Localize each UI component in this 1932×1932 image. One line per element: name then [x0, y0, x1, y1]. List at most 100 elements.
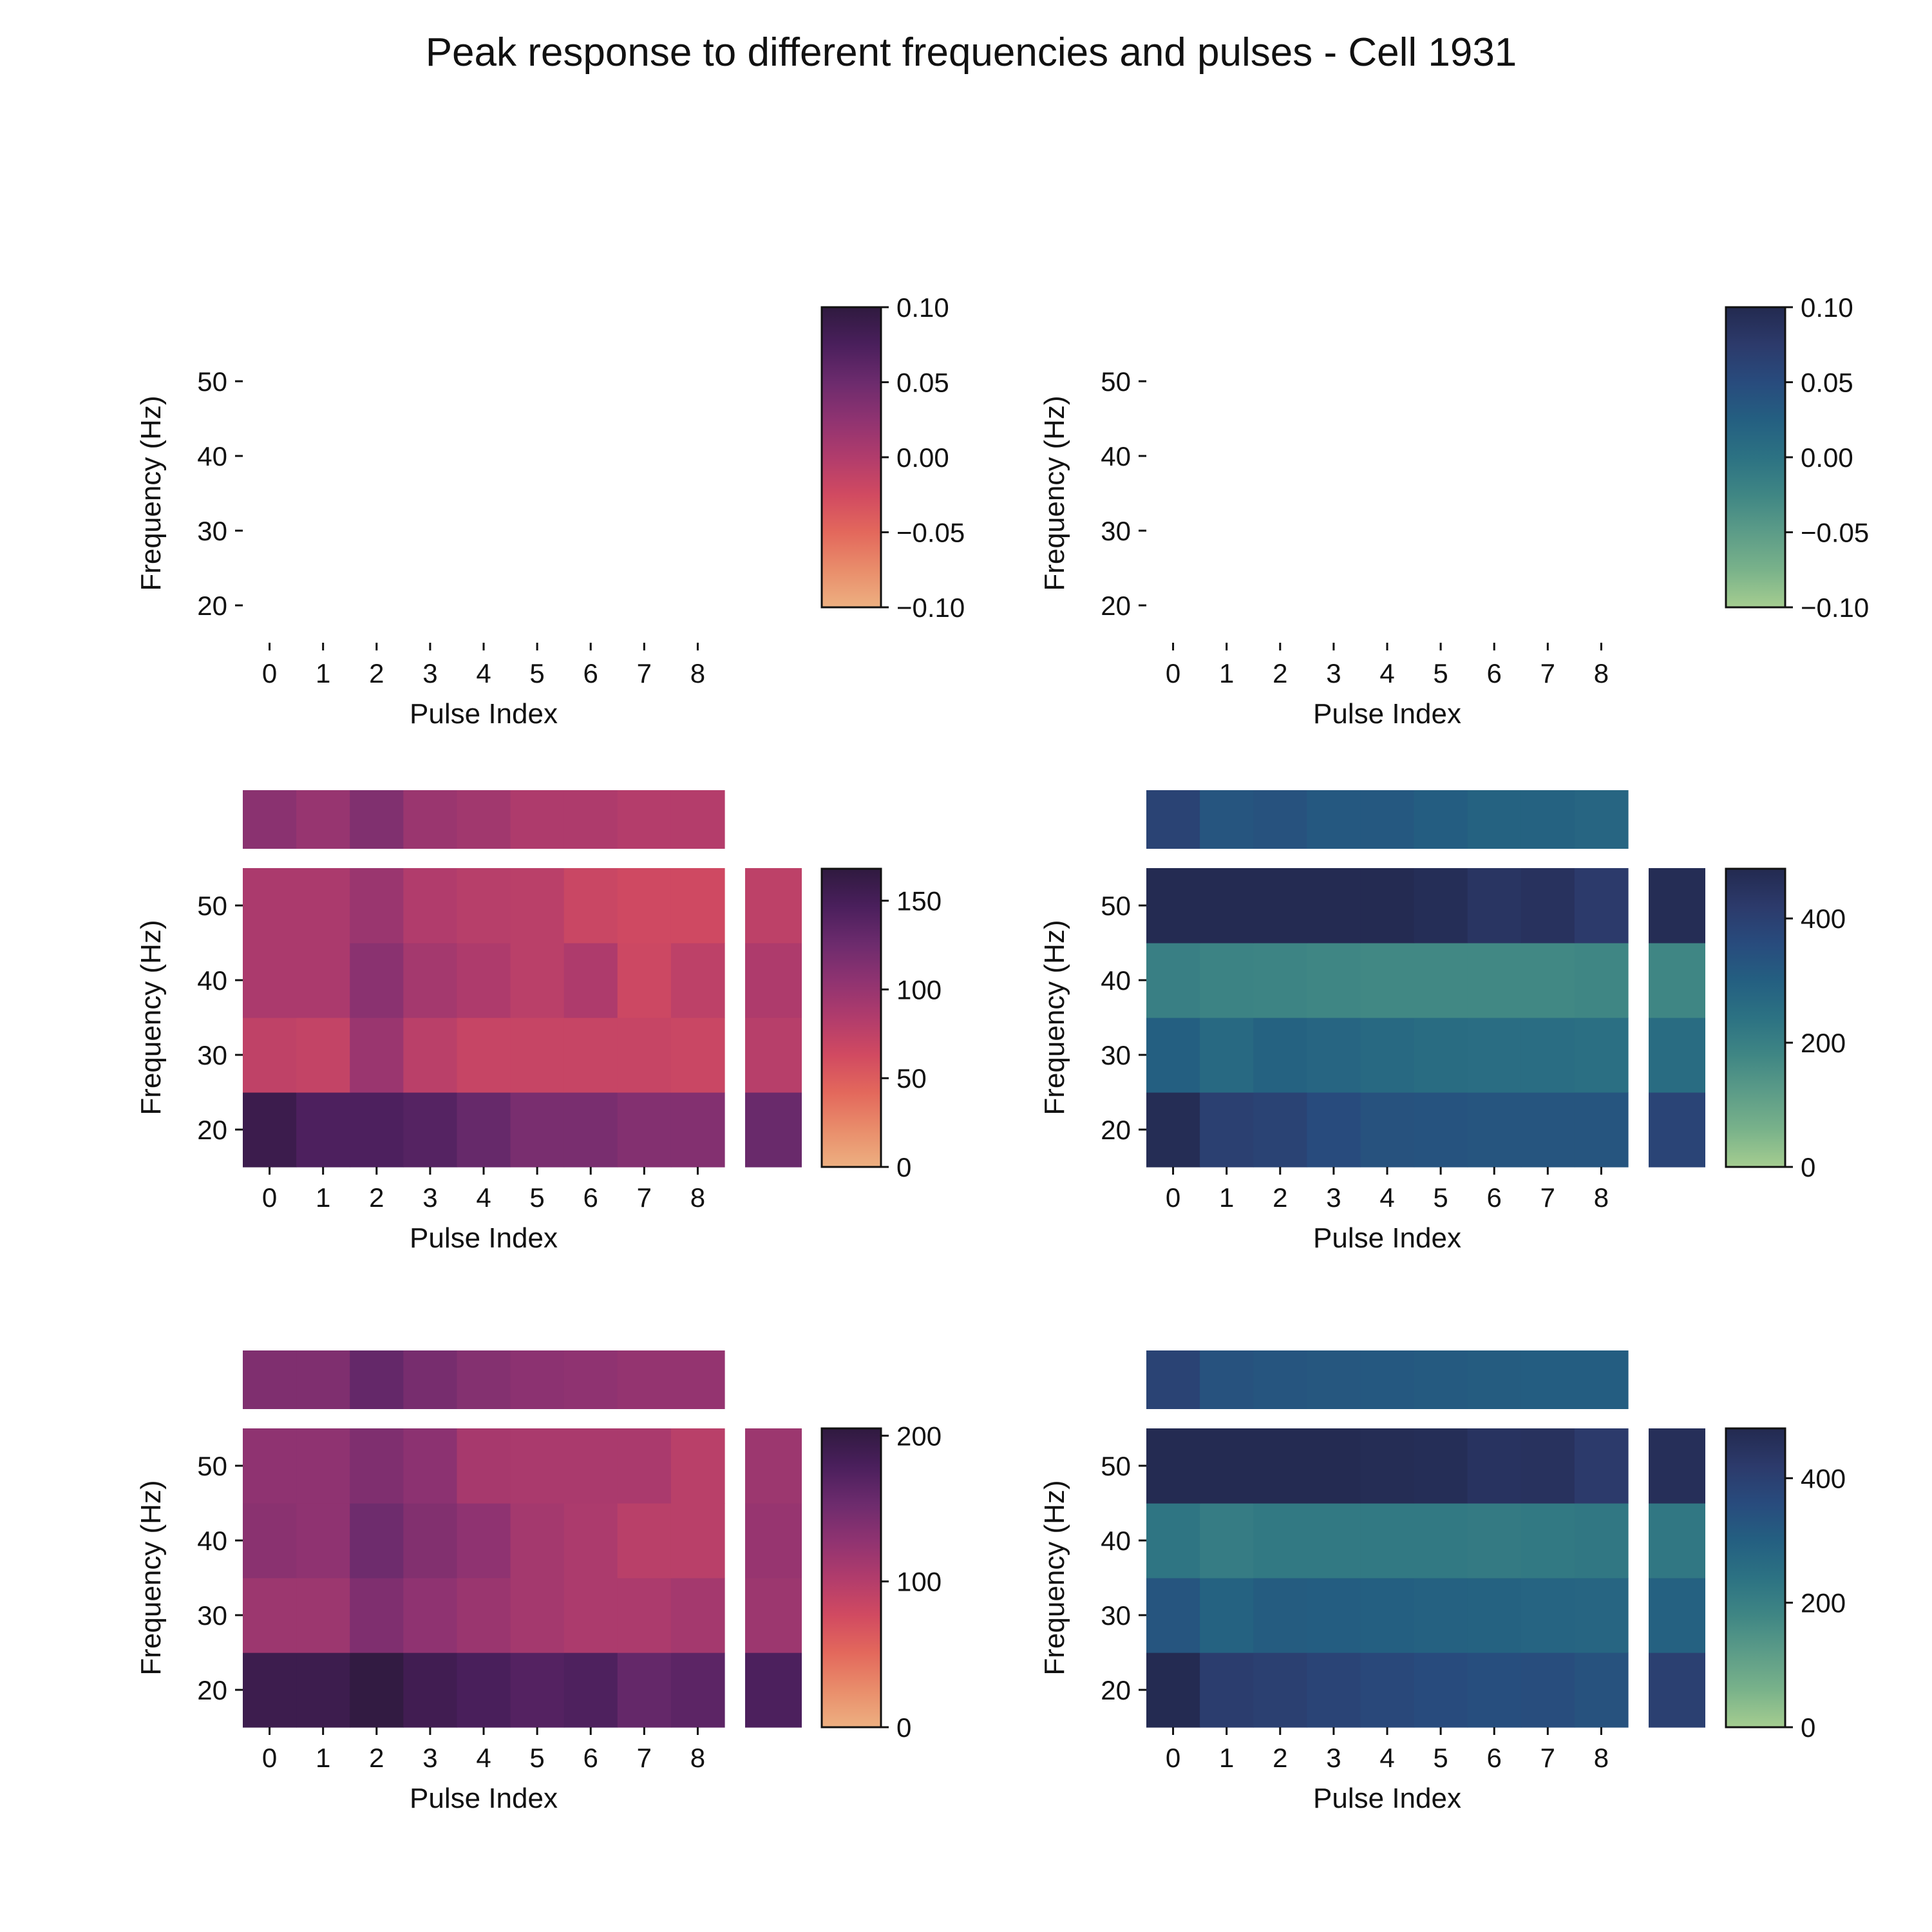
colorbar-tick-label: 50 — [896, 1063, 927, 1094]
x-tick-label: 1 — [316, 1743, 330, 1773]
y-tick-label: 50 — [1101, 1451, 1131, 1481]
heatmap-cell — [403, 1092, 458, 1168]
heatmap-cell — [1200, 943, 1254, 1018]
heatmap-cell — [243, 1653, 297, 1728]
heatmap-panel-2: 0 1 2 3 4 5 6 7 8 20 30 40 50 Pulse Index Frequency (H… — [1039, 292, 1869, 730]
colorbar-tick-label: 0.10 — [896, 292, 949, 323]
y-tick-label: 40 — [1101, 965, 1131, 996]
x-tick-label: 4 — [1379, 658, 1394, 688]
x-tick-label: 0 — [1166, 1182, 1180, 1213]
colorbar — [820, 867, 882, 1168]
heatmap-cell — [1146, 1578, 1200, 1653]
heatmap-cell — [296, 1653, 350, 1728]
x-tick-label: 7 — [1540, 1743, 1555, 1773]
colorbar-tick-label: −0.10 — [896, 592, 965, 623]
marginal-top-cell — [1574, 1350, 1629, 1409]
y-tick-label: 30 — [1101, 1040, 1131, 1070]
x-tick-label: 4 — [1379, 1743, 1394, 1773]
heatmap-cell — [1200, 1653, 1254, 1728]
heatmap-cell — [403, 1503, 458, 1578]
heatmap-cell — [1414, 1578, 1468, 1653]
heatmap-cell — [457, 1578, 511, 1653]
heatmap-cell — [1200, 1503, 1254, 1578]
marginal-top-cell — [564, 1350, 618, 1409]
x-tick-label: 8 — [690, 658, 705, 688]
x-axis-label: Pulse Index — [1313, 1222, 1461, 1254]
x-tick-label: 2 — [1273, 1743, 1287, 1773]
heatmap-cell — [243, 1578, 297, 1653]
heatmap-cell — [510, 1653, 565, 1728]
heatmap-cell — [670, 1428, 725, 1504]
heatmap-cell — [243, 943, 297, 1018]
heatmap-cell — [1520, 1503, 1575, 1578]
heatmap-cell — [617, 1428, 672, 1504]
colorbar — [820, 306, 882, 609]
colorbar-tick-label: 0.00 — [896, 442, 949, 473]
heatmap-cell — [243, 1428, 297, 1504]
x-tick-label: 1 — [1219, 1743, 1234, 1773]
heatmap-cell — [1520, 1653, 1575, 1728]
heatmap-cell — [1307, 1428, 1361, 1504]
marginal-top-cell — [296, 1350, 350, 1409]
x-tick-label: 1 — [1219, 658, 1234, 688]
colorbar-tick-label: 400 — [1801, 904, 1846, 934]
y-tick-label: 40 — [197, 965, 227, 996]
x-tick-label: 6 — [1487, 658, 1502, 688]
x-tick-label: 4 — [476, 658, 491, 688]
heatmap-cell — [243, 1018, 297, 1093]
marginal-top-cell — [1253, 1350, 1307, 1409]
heatmap-cell — [1360, 1092, 1415, 1168]
colorbar-tick-label: 0 — [896, 1152, 911, 1182]
marginal-top-cell — [1360, 1350, 1415, 1409]
heatmap-cell — [1200, 1428, 1254, 1504]
heatmap-cell — [1414, 1503, 1468, 1578]
x-tick-label: 7 — [637, 1182, 652, 1213]
marginal-top-cell — [1414, 790, 1468, 849]
x-tick-label: 1 — [316, 1182, 330, 1213]
heatmap-cell — [510, 943, 565, 1018]
x-tick-label: 2 — [369, 1182, 384, 1213]
marginal-right-cell — [1649, 1578, 1705, 1653]
x-axis-label: Pulse Index — [1313, 698, 1461, 730]
heatmap-cell — [670, 1653, 725, 1728]
y-tick-label: 50 — [1101, 891, 1131, 921]
marginal-right-cell — [1649, 1092, 1705, 1168]
heatmap-cell — [1146, 1653, 1200, 1728]
colorbar-tick-label: 0 — [896, 1712, 911, 1743]
marginal-right-cell — [745, 1503, 802, 1578]
heatmap-cell — [1146, 1092, 1200, 1168]
heatmap-cell — [1307, 1092, 1361, 1168]
heatmap-cell — [296, 868, 350, 943]
marginal-top-cell — [1574, 790, 1629, 849]
heatmap-cell — [296, 1092, 350, 1168]
x-tick-label: 4 — [476, 1182, 491, 1213]
marginal-top-cell — [510, 790, 565, 849]
heatmap-cell — [1360, 1428, 1415, 1504]
heatmap-cell — [670, 1018, 725, 1093]
heatmap-cell — [1360, 1018, 1415, 1093]
marginal-top-cell — [510, 1350, 565, 1409]
colorbar-tick-label: 150 — [896, 886, 942, 916]
colorbar-tick-label: 0 — [1801, 1152, 1815, 1182]
x-tick-label: 5 — [1433, 1182, 1448, 1213]
y-axis-label: Frequency (Hz) — [135, 1480, 167, 1675]
heatmap-cell — [457, 943, 511, 1018]
y-tick-label: 30 — [1101, 1600, 1131, 1631]
x-tick-label: 8 — [690, 1743, 705, 1773]
heatmap-cell — [1414, 1092, 1468, 1168]
marginal-right-cell — [745, 1428, 802, 1504]
heatmap-cell — [350, 1578, 404, 1653]
heatmap-cell — [1574, 1092, 1629, 1168]
marginal-top-cell — [403, 1350, 458, 1409]
x-axis-label: Pulse Index — [410, 1222, 558, 1254]
heatmap-cell — [1520, 1092, 1575, 1168]
heatmap-cell — [670, 1092, 725, 1168]
heatmap-cell — [1414, 1428, 1468, 1504]
marginal-right-cell — [1649, 1653, 1705, 1728]
y-axis-label: Frequency (Hz) — [135, 395, 167, 591]
heatmap-cell — [1146, 868, 1200, 943]
x-tick-label: 2 — [1273, 658, 1287, 688]
heatmap-cell — [1360, 1653, 1415, 1728]
heatmap-cell — [243, 1092, 297, 1168]
colorbar-tick-label: 100 — [896, 1567, 942, 1597]
